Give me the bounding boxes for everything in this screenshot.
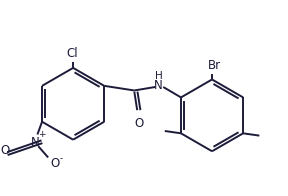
Text: -: - [60, 154, 63, 163]
Text: Br: Br [208, 59, 221, 72]
Text: Cl: Cl [66, 47, 78, 60]
Text: H: H [155, 71, 162, 81]
Text: O: O [0, 144, 10, 157]
Text: +: + [38, 130, 46, 139]
Text: O: O [50, 157, 59, 170]
Text: N: N [154, 79, 163, 92]
Text: N: N [31, 136, 39, 149]
Text: O: O [134, 117, 143, 130]
